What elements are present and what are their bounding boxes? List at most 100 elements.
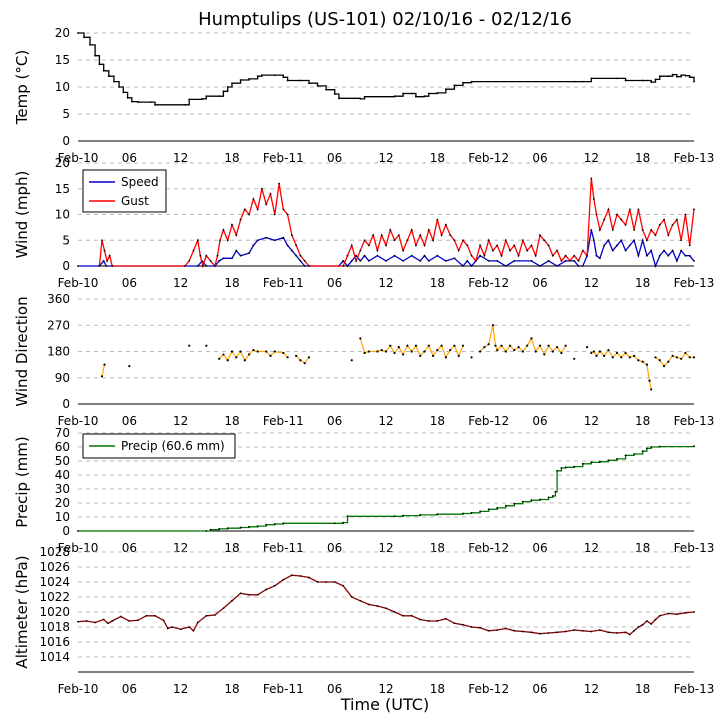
y-tick-label: 15 [55,53,70,67]
x-tick-label: 18 [224,414,239,428]
data-point [560,467,563,469]
legend-label: Gust [121,194,149,208]
x-tick-label: Feb-10 [58,682,99,696]
data-point [308,576,310,579]
data-point [521,630,524,633]
data-point [560,259,563,262]
data-point [118,86,120,88]
data-point [598,460,601,463]
data-point [393,254,396,257]
y-tick-label: 20 [55,496,70,510]
data-point [154,614,156,617]
data-point [646,239,648,242]
data-point [487,239,490,242]
x-tick-label: 06 [122,151,137,165]
data-point [595,213,598,216]
data-point [517,254,520,257]
data-point [269,354,272,357]
data-point [585,346,589,349]
data-point [592,350,596,353]
data-point [389,344,392,347]
data-point [346,515,349,518]
data-point [376,350,379,353]
x-tick-label: 06 [122,682,137,696]
y-tick-label: 5 [62,233,70,247]
data-point [432,239,434,242]
y-tick-label: 0 [62,524,70,538]
data-point [219,239,221,242]
data-point [671,223,674,226]
data-point [299,359,302,362]
data-point [367,244,370,247]
y-axis-label: Wind (mph) [13,171,31,259]
data-point [303,259,306,262]
x-tick-label: 12 [584,151,599,165]
data-point [282,76,285,79]
data-point [427,259,430,262]
data-point [675,218,678,221]
series-direction-line [101,364,106,377]
data-point [363,254,366,257]
x-tick-label: Feb-12 [468,414,509,428]
data-point [457,249,460,252]
data-point [179,628,182,631]
data-point [658,445,661,448]
x-tick-label: 12 [378,541,393,555]
data-point [663,249,665,252]
data-point [598,257,601,260]
data-point [577,265,580,267]
data-point [650,623,653,625]
data-point [680,74,683,77]
data-point [620,356,623,359]
data-point [402,259,405,262]
y-tick-label: 90 [55,371,70,385]
data-point [410,229,413,231]
data-point [534,350,537,353]
x-tick-label: Feb-11 [263,276,304,290]
data-point [410,254,413,257]
y-tick-label: 1022 [39,590,70,604]
data-point [119,615,122,618]
data-point [282,236,285,239]
data-point [218,528,221,530]
data-point [101,239,103,242]
data-point [667,234,670,237]
data-point [218,95,221,98]
data-point [199,254,202,257]
x-tick-label: 18 [224,276,239,290]
data-point [384,350,388,353]
data-point [628,633,631,636]
x-tick-label: Feb-11 [263,541,304,555]
x-tick-label: 12 [378,151,393,165]
data-point [551,350,554,353]
data-point [265,203,268,206]
data-point [680,357,683,360]
data-point [402,353,405,356]
data-point [462,623,464,626]
data-point [226,527,229,530]
legend-precip: Precip (60.6 mm) [82,433,236,459]
x-tick-label: 06 [122,414,137,428]
data-point [453,239,456,242]
data-point [637,254,640,257]
data-point [359,337,362,340]
data-point [611,356,614,359]
data-point [633,629,636,632]
data-point [192,249,195,252]
data-point [539,498,541,501]
data-point [380,348,383,352]
data-point [513,502,516,505]
data-point [671,73,674,76]
data-point [290,249,293,252]
x-tick-label: Feb-11 [263,682,304,696]
data-point [299,575,302,577]
data-point [449,348,452,352]
x-tick-label: Feb-10 [58,414,99,428]
data-point [235,234,238,237]
data-point [239,79,242,81]
y-tick-label: 0 [62,259,70,273]
data-point [239,254,242,257]
